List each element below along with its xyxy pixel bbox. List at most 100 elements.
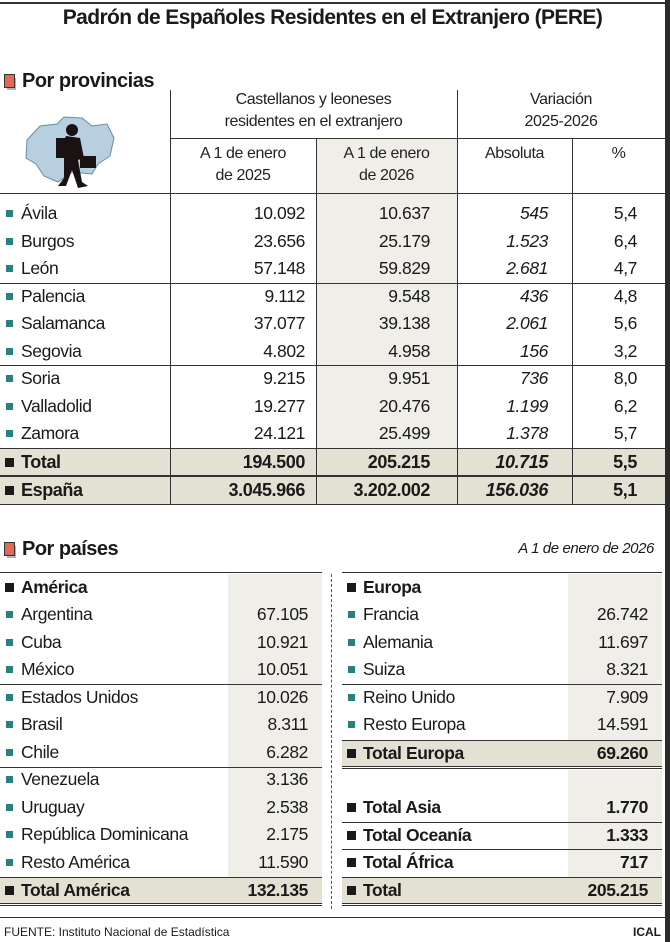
shaded-column-2026: [316, 139, 457, 505]
row-divider: [342, 684, 662, 685]
source-note: FUENTE: Instituto Nacional de Estadístic…: [4, 925, 230, 939]
province-pct: 6,2: [613, 395, 638, 416]
country-row: Resto Europa 14.591: [342, 711, 662, 738]
bullet-icon: [348, 638, 355, 646]
total-v2026: 205.215: [367, 451, 431, 472]
country-name: Estados Unidos: [21, 686, 138, 707]
header-divider: [0, 193, 665, 194]
province-name: Ávila: [21, 203, 57, 223]
country-value: 11.590: [258, 851, 308, 872]
country-value: 10.921: [256, 631, 309, 652]
country-name: América: [21, 577, 88, 597]
country-name: Total África: [363, 852, 454, 872]
province-pct: 6,4: [613, 230, 638, 251]
bullet-icon: [6, 265, 13, 272]
panel-top-rule: [0, 572, 322, 573]
province-name: Burgos: [21, 230, 75, 251]
bullet-icon: [6, 831, 13, 838]
country-name: Brasil: [21, 714, 63, 734]
bullet-icon: [6, 237, 13, 245]
bullet-icon: [6, 430, 13, 437]
country-name: Cuba: [21, 631, 62, 652]
country-row: Alemania 11.697: [342, 629, 662, 656]
country-value: 1.333: [606, 824, 648, 845]
section-provinces-heading: Por provincias: [4, 70, 154, 93]
province-pct: 5,7: [613, 423, 638, 443]
bullet-icon: [6, 611, 13, 618]
country-row: Venezuela 3.136: [0, 766, 322, 793]
section-icon: [4, 542, 16, 558]
province-name: Segovia: [21, 340, 82, 361]
province-v2025: 37.077: [253, 313, 306, 333]
bullet-icon: [6, 210, 13, 217]
province-row: Zamora 24.121 25.499 1.378 5,7: [0, 420, 665, 447]
country-name: Total Europa: [363, 743, 464, 763]
header-divider: [170, 138, 665, 139]
column-divider: [316, 138, 317, 505]
province-name: Salamanca: [21, 313, 105, 333]
total-pct: 5,1: [613, 480, 637, 500]
province-name: Valladolid: [21, 395, 92, 416]
spain-total-row: España 3.045.966 3.202.002 156.036 5,1: [0, 476, 665, 505]
country-row: Estados Unidos 10.026: [0, 684, 322, 711]
country-value: 132.135: [247, 880, 309, 900]
section-title: Por provincias: [22, 70, 154, 92]
country-row: Brasil 8.311: [0, 711, 322, 738]
province-v2025: 19.277: [253, 395, 306, 416]
province-v2026: 59.829: [378, 258, 431, 278]
footer-rule: [0, 917, 665, 918]
row-divider: [342, 768, 662, 769]
country-name: Total Asia: [363, 797, 441, 817]
header-residents: Castellanos y leoneses residentes en el …: [170, 89, 457, 133]
province-v2025: 23.656: [253, 230, 306, 251]
province-v2025: 10.092: [253, 203, 306, 223]
group-divider: [0, 365, 665, 366]
province-v2026: 4.958: [388, 340, 430, 361]
province-abs: 436: [520, 285, 548, 306]
bullet-icon: [5, 457, 14, 467]
panel-separator: [331, 574, 332, 909]
total-row: Total 194.500 205.215 10.715 5,5: [0, 448, 665, 476]
shaded-value-column: [568, 574, 662, 740]
bullet-icon: [6, 693, 13, 701]
total-name: Total: [21, 451, 61, 472]
total-row: Total 205.215: [342, 877, 662, 904]
bullet-icon: [6, 292, 13, 300]
province-pct: 5,4: [613, 203, 638, 223]
bullet-icon: [6, 402, 13, 410]
total-v2025: 3.045.966: [228, 480, 306, 500]
country-value: 11.697: [598, 631, 648, 652]
panel-top-rule: [342, 572, 662, 573]
country-name: Alemania: [363, 631, 433, 652]
country-row: Argentina 67.105: [0, 601, 322, 628]
country-row: Uruguay 2.538: [0, 794, 322, 821]
country-row: Total Oceanía 1.333: [342, 822, 662, 849]
date-note: A 1 de enero de 2026: [518, 540, 654, 557]
province-row: Segovia 4.802 4.958 156 3,2: [0, 338, 665, 365]
province-abs: 1.378: [506, 423, 548, 443]
province-row: Burgos 23.656 25.179 1.523 6,4: [0, 228, 665, 255]
bullet-icon: [6, 347, 13, 355]
section-icon: [4, 74, 16, 90]
total-v2025: 194.500: [242, 451, 306, 472]
row-divider: [0, 684, 322, 685]
header-line: 2025-2026: [524, 113, 598, 130]
country-row: República Dominicana 2.175: [0, 821, 322, 848]
page-title: Padrón de Españoles Residentes en el Ext…: [62, 6, 603, 29]
country-row: Suiza 8.321: [342, 656, 662, 683]
province-v2026: 25.499: [378, 423, 431, 443]
country-row: Chile 6.282: [0, 739, 322, 766]
row-divider: [342, 849, 662, 850]
province-v2026: 9.548: [388, 285, 430, 306]
country-row: Reino Unido 7.909: [342, 684, 662, 711]
country-value: 205.215: [587, 880, 649, 900]
country-row: Total África 717: [342, 849, 662, 876]
header-2026: A 1 de enero de 2026: [316, 143, 457, 187]
country-value: 69.260: [596, 743, 649, 763]
province-v2025: 4.802: [263, 340, 305, 361]
column-divider: [170, 90, 171, 505]
country-name: Venezuela: [21, 769, 100, 789]
province-name: Palencia: [21, 285, 85, 306]
province-v2026: 9.951: [388, 368, 430, 388]
right-border: [665, 0, 670, 942]
